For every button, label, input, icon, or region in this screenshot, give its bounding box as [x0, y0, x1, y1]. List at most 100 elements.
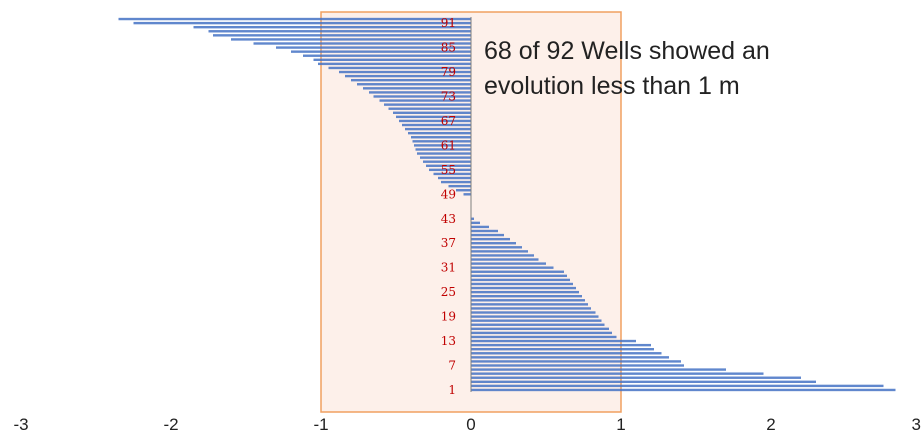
- bar-58: [420, 156, 471, 159]
- bar-36: [471, 246, 522, 249]
- x-tick-0: 0: [466, 415, 475, 434]
- bar-11: [471, 348, 654, 351]
- bar-39: [471, 233, 504, 237]
- bar-57: [423, 160, 471, 163]
- bar-37: [471, 242, 516, 245]
- bar-42: [471, 221, 480, 225]
- annotation-text: 68 of 92 Wells showed an evolution less …: [484, 34, 864, 104]
- bar-28: [471, 278, 570, 282]
- bar-5: [471, 372, 764, 375]
- bar-6: [471, 368, 726, 371]
- bar-87: [231, 38, 471, 41]
- category-labels: 1 7 13 19 25 31 37 43 49 55 61 67 73 79 85 91: [441, 16, 456, 397]
- bar-2: [471, 384, 884, 388]
- bar-23: [471, 299, 585, 302]
- category-label-73: 73: [441, 89, 456, 103]
- bar-59: [417, 152, 471, 155]
- category-label-67: 67: [441, 114, 456, 128]
- bar-49: [463, 193, 471, 196]
- bar-67: [399, 119, 471, 123]
- bar-63: [411, 136, 471, 139]
- category-label-55: 55: [441, 163, 456, 177]
- category-label-1: 1: [448, 383, 456, 397]
- bar-27: [471, 282, 573, 286]
- bar-17: [471, 323, 605, 326]
- bar-15: [471, 331, 612, 335]
- bar-4: [471, 376, 801, 379]
- bar-68: [396, 115, 471, 119]
- bar-69: [393, 111, 471, 114]
- bar-1: [471, 388, 896, 392]
- bar-72: [379, 99, 471, 102]
- bar-52: [441, 180, 471, 184]
- bar-35: [471, 250, 528, 253]
- bar-80: [328, 66, 471, 70]
- bar-38: [471, 237, 510, 241]
- bar-65: [405, 127, 471, 131]
- bar-81: [318, 62, 471, 66]
- bar-22: [471, 303, 588, 306]
- x-tick--2: -2: [163, 415, 178, 434]
- bar-3: [471, 380, 816, 384]
- bar-89: [208, 30, 471, 33]
- bar-41: [471, 225, 489, 229]
- category-label-7: 7: [448, 359, 456, 373]
- bar-18: [471, 319, 602, 322]
- category-label-85: 85: [441, 41, 456, 55]
- bar-14: [471, 335, 617, 339]
- bar-88: [213, 34, 471, 37]
- bar-54: [433, 172, 471, 176]
- bar-51: [448, 184, 471, 188]
- x-tick-1: 1: [616, 415, 625, 434]
- category-label-61: 61: [441, 138, 456, 152]
- bar-78: [345, 74, 471, 78]
- bar-40: [471, 229, 498, 233]
- bar-16: [471, 327, 609, 331]
- bar-25: [471, 290, 579, 294]
- x-tick--3: -3: [13, 415, 28, 434]
- bar-70: [388, 107, 471, 110]
- bar-62: [412, 140, 471, 143]
- bar-82: [313, 58, 471, 61]
- annotation-line-2: evolution less than 1 m: [484, 72, 740, 100]
- category-label-49: 49: [441, 187, 456, 201]
- bar-86: [253, 42, 471, 45]
- bar-56: [426, 164, 471, 167]
- bar-29: [471, 274, 567, 278]
- bar-10: [471, 352, 662, 355]
- bar-9: [471, 356, 669, 359]
- category-label-13: 13: [441, 334, 456, 348]
- annotation-line-1: 68 of 92 Wells showed an: [484, 37, 770, 65]
- x-tick-2: 2: [766, 415, 775, 434]
- bar-20: [471, 311, 596, 314]
- category-label-91: 91: [441, 16, 456, 30]
- category-label-31: 31: [441, 261, 456, 275]
- category-label-19: 19: [441, 310, 456, 324]
- category-label-25: 25: [441, 285, 456, 299]
- bar-90: [193, 25, 471, 29]
- bar-24: [471, 295, 582, 298]
- bar-77: [351, 78, 471, 82]
- x-tick--1: -1: [313, 415, 328, 434]
- bar-43: [471, 217, 474, 220]
- bar-13: [471, 339, 636, 343]
- category-label-37: 37: [441, 236, 456, 250]
- bar-33: [471, 258, 539, 261]
- bar-83: [303, 54, 471, 57]
- bar-61: [414, 144, 471, 147]
- bar-60: [415, 148, 471, 151]
- bar-8: [471, 360, 681, 363]
- bar-7: [471, 364, 684, 367]
- bar-34: [471, 254, 534, 257]
- bar-31: [471, 266, 554, 269]
- bar-21: [471, 307, 591, 310]
- bar-85: [276, 46, 471, 49]
- x-axis-ticks: -3 -2 -1 0 1 2 3: [13, 415, 921, 434]
- bar-79: [339, 70, 471, 74]
- bar-12: [471, 343, 651, 347]
- bar-76: [357, 83, 471, 86]
- bar-74: [369, 91, 471, 94]
- bar-50: [456, 189, 471, 192]
- bar-92: [118, 17, 471, 21]
